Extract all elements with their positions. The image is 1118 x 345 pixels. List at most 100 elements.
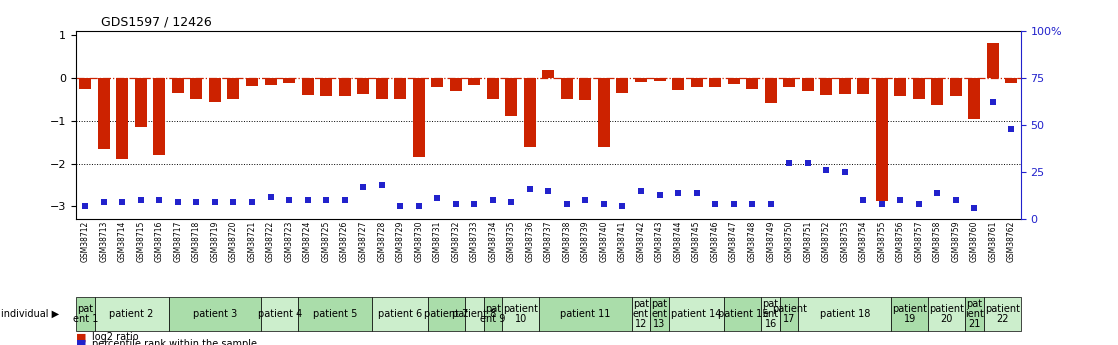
Text: patient 18: patient 18 xyxy=(819,309,870,319)
Text: patient 5: patient 5 xyxy=(313,309,358,319)
Bar xyxy=(821,78,832,95)
Point xyxy=(447,201,465,207)
Point xyxy=(798,160,816,166)
Bar xyxy=(765,78,777,103)
Bar xyxy=(802,78,814,91)
Text: individual ▶: individual ▶ xyxy=(1,309,59,319)
Bar xyxy=(875,78,888,201)
Point xyxy=(947,197,965,203)
Point xyxy=(169,199,187,205)
Text: ■: ■ xyxy=(76,339,86,345)
Bar xyxy=(376,78,388,99)
Bar xyxy=(357,78,369,94)
Bar xyxy=(728,78,740,85)
Bar xyxy=(246,78,258,86)
Bar xyxy=(858,78,870,94)
Point xyxy=(206,199,224,205)
Point xyxy=(910,201,928,207)
Text: patient
10: patient 10 xyxy=(503,304,538,324)
Point xyxy=(335,197,353,203)
Text: patient 11: patient 11 xyxy=(560,309,610,319)
Point xyxy=(428,196,446,201)
Point xyxy=(743,201,761,207)
Point xyxy=(614,203,632,209)
Bar xyxy=(616,78,628,93)
Point xyxy=(521,186,539,192)
Point xyxy=(132,197,150,203)
Text: pat
ent 9: pat ent 9 xyxy=(480,304,505,324)
Bar xyxy=(172,78,184,93)
Point xyxy=(984,100,1002,105)
Text: patient 8: patient 8 xyxy=(452,309,496,319)
Point xyxy=(761,201,779,207)
Bar xyxy=(912,78,925,99)
Point xyxy=(669,190,686,196)
Point xyxy=(780,160,798,166)
Point xyxy=(966,205,984,210)
Bar xyxy=(302,78,313,95)
Point xyxy=(410,203,428,209)
Bar xyxy=(320,78,332,96)
Text: patient 6: patient 6 xyxy=(378,309,423,319)
Point xyxy=(372,183,390,188)
Point xyxy=(854,197,872,203)
Text: pat
ient
21: pat ient 21 xyxy=(965,299,984,329)
Bar xyxy=(468,78,481,85)
Point xyxy=(354,184,372,190)
Point xyxy=(688,190,705,196)
Point xyxy=(558,201,576,207)
Point xyxy=(540,188,558,194)
Text: patient 3: patient 3 xyxy=(192,309,237,319)
Text: patient
17: patient 17 xyxy=(771,304,807,324)
Text: pat
ent
16: pat ent 16 xyxy=(762,299,779,329)
Bar xyxy=(784,78,795,88)
Point xyxy=(632,188,650,194)
Point xyxy=(577,197,595,203)
Bar xyxy=(505,78,518,116)
Bar xyxy=(190,78,202,99)
Point xyxy=(95,199,113,205)
Text: GDS1597 / 12426: GDS1597 / 12426 xyxy=(101,16,211,29)
Point xyxy=(225,199,243,205)
Bar xyxy=(116,78,129,159)
Bar xyxy=(265,78,276,85)
Point xyxy=(873,201,891,207)
Text: pat
ent
13: pat ent 13 xyxy=(652,299,667,329)
Bar xyxy=(486,78,499,99)
Point xyxy=(465,201,483,207)
Bar xyxy=(449,78,462,91)
Bar xyxy=(894,78,907,96)
Text: percentile rank within the sample: percentile rank within the sample xyxy=(92,339,257,345)
Point xyxy=(188,199,206,205)
Point xyxy=(891,197,909,203)
Bar xyxy=(283,78,295,83)
Point xyxy=(1003,126,1021,131)
Bar xyxy=(931,78,944,105)
Point xyxy=(484,197,502,203)
Text: pat
ent
12: pat ent 12 xyxy=(633,299,650,329)
Bar xyxy=(97,78,110,149)
Bar xyxy=(542,70,555,78)
Point xyxy=(318,197,335,203)
Bar xyxy=(135,78,146,127)
Point xyxy=(151,197,169,203)
Bar xyxy=(339,78,351,96)
Bar xyxy=(561,78,572,99)
Bar xyxy=(1005,78,1017,83)
Point xyxy=(502,199,520,205)
Point xyxy=(281,197,299,203)
Point xyxy=(817,167,835,173)
Bar xyxy=(746,78,758,89)
Bar xyxy=(432,78,443,88)
Text: patient
20: patient 20 xyxy=(929,304,964,324)
Bar xyxy=(838,78,851,94)
Point xyxy=(928,190,946,196)
Bar xyxy=(413,78,425,157)
Bar xyxy=(395,78,406,99)
Point xyxy=(299,197,316,203)
Bar xyxy=(968,78,980,119)
Point xyxy=(262,194,280,199)
Bar xyxy=(654,78,665,81)
Text: patient 15: patient 15 xyxy=(718,309,768,319)
Point xyxy=(836,169,854,175)
